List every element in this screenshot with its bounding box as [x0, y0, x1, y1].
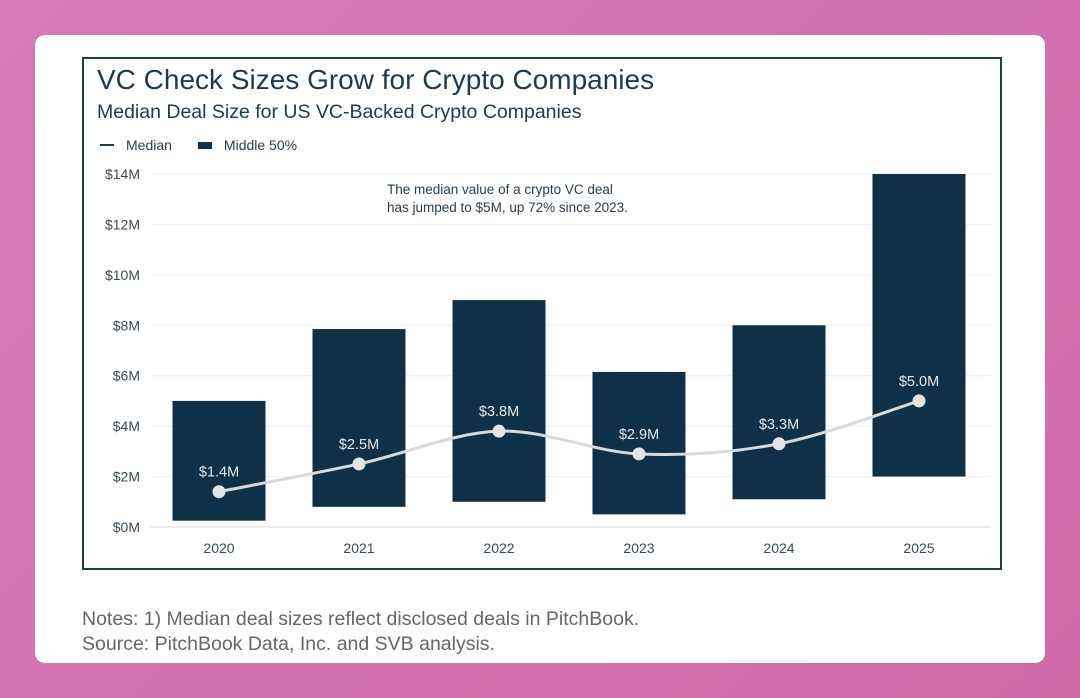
median-point-2020: [212, 485, 226, 499]
median-data-label: $3.3M: [759, 417, 799, 433]
median-point-2024: [772, 437, 786, 451]
chart-frame: [82, 57, 1002, 570]
x-tick-label: 2020: [203, 540, 234, 556]
notes-line: Notes: 1) Median deal sizes reflect disc…: [82, 608, 640, 630]
median-line: [218, 399, 920, 494]
notes: Notes: 1) Median deal sizes reflect disc…: [82, 607, 639, 657]
y-tick-label: $6M: [113, 368, 140, 384]
annotation-text: The median value of a crypto VC deal: [387, 182, 613, 197]
bar-middle-50-2021: [312, 329, 406, 507]
y-tick-label: $8M: [113, 317, 140, 333]
legend-middle50-swatch: [197, 141, 212, 149]
x-tick-label: 2025: [903, 540, 934, 556]
legend-middle50-label: Middle 50%: [223, 137, 298, 153]
bar-middle-50-2022: [452, 300, 546, 502]
median-data-label: $1.4M: [199, 465, 239, 481]
y-tick-label: $0M: [113, 519, 140, 535]
median-point-2023: [632, 447, 646, 461]
y-tick-label: $4M: [113, 418, 140, 434]
annotation-text: has jumped to $5M, up 72% since 2023.: [387, 200, 628, 215]
legend: Median Middle 50%: [100, 137, 297, 153]
chart-subtitle: Median Deal Size for US VC-Backed Crypto…: [97, 101, 582, 123]
y-tick-label: $2M: [113, 469, 140, 485]
bar-middle-50-2020: [172, 400, 266, 521]
bar-middle-50-2023: [592, 371, 686, 515]
median-point-2025: [912, 394, 926, 408]
bar-middle-50-2025: [872, 174, 966, 477]
y-tick-label: $12M: [105, 216, 140, 232]
y-tick-label: $10M: [105, 267, 140, 283]
median-data-label: $2.9M: [619, 427, 659, 443]
chart-title: VC Check Sizes Grow for Crypto Companies: [97, 64, 655, 95]
median-point-2022: [492, 424, 506, 438]
source-line: Source: PitchBook Data, Inc. and SVB ana…: [82, 633, 495, 655]
legend-median-label: Median: [126, 137, 172, 153]
x-tick-label: 2022: [483, 540, 514, 556]
bar-middle-50-2024: [732, 325, 826, 500]
x-tick-label: 2024: [763, 540, 794, 556]
median-data-label: $5.0M: [899, 374, 939, 390]
median-data-label: $3.8M: [479, 404, 519, 420]
x-tick-label: 2021: [343, 540, 374, 556]
legend-median-swatch: [100, 144, 114, 146]
x-tick-label: 2023: [623, 540, 654, 556]
median-point-2021: [352, 457, 366, 471]
y-tick-label: $14M: [105, 166, 140, 182]
median-data-label: $2.5M: [339, 437, 379, 453]
